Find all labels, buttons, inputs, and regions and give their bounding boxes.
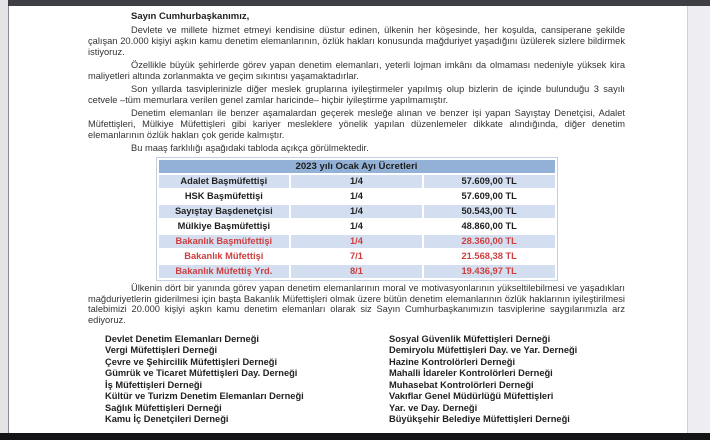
cell-grade: 7/1 (289, 247, 424, 265)
letter-greeting: Sayın Cumhurbaşkanımız, (131, 11, 250, 22)
cell-title: Sayıştay Başdenetçisi (156, 202, 292, 220)
cell-title: Bakanlık Başmüfettişi (156, 232, 292, 250)
letter-paragraph: Bu maaş farklılığı aşağıdaki tabloda açı… (131, 142, 369, 153)
left-margin-strip (0, 0, 9, 440)
signature-item: Vergi Müfettişleri Derneği (105, 345, 218, 356)
signature-item: Vakıflar Genel Müdürlüğü Müfettişleri (389, 391, 554, 402)
signature-item: Demiryolu Müfettişleri Day. ve Yar. Dern… (389, 345, 578, 356)
salary-table: 2023 yılı Ocak Ayı Ücretleri Adalet Başm… (155, 156, 558, 281)
cell-salary: 21.568,38 TL (421, 247, 557, 265)
top-window-bar (8, 0, 710, 6)
signature-column-left: Devlet Denetim Elemanları Derneği Vergi M… (105, 334, 389, 426)
cell-salary: 48.860,00 TL (421, 217, 557, 235)
signature-item: Yar. ve Day. Derneği (389, 402, 478, 413)
signature-item: İş Müfettişleri Derneği (105, 379, 203, 390)
bottom-window-bar (0, 433, 710, 440)
signature-item: Kamu İç Denetçileri Derneği (105, 414, 229, 425)
signature-item: Devlet Denetim Elemanları Derneği (105, 333, 259, 344)
salary-table-row: Sayıştay Başdenetçisi 1/4 50.543,00 TL (156, 202, 557, 220)
cell-grade: 1/4 (289, 232, 424, 250)
letter-page: Sayın Cumhurbaşkanımız, Devlete ve mille… (88, 9, 625, 426)
salary-table-row: HSK Başmüfettişi 1/4 57.609,00 TL (156, 187, 557, 205)
cell-salary: 57.609,00 TL (421, 187, 557, 205)
signature-block: Devlet Denetim Elemanları Derneği Vergi M… (105, 334, 625, 426)
signature-item: Hazine Kontrolörleri Derneği (389, 356, 516, 367)
cell-grade: 1/4 (289, 217, 424, 235)
signature-item: Çevre ve Şehircilik Müfettişleri Derneği (105, 356, 278, 367)
signature-item: Sağlık Müfettişleri Derneği (105, 402, 222, 413)
signature-column-right: Sosyal Güvenlik Müfettişleri Derneği Demi… (389, 334, 625, 426)
salary-table-row: Mülkiye Başmüfettişi 1/4 48.860,00 TL (156, 217, 557, 235)
signature-item: Büyükşehir Belediye Müfettişleri Derneği (389, 414, 570, 425)
letter-paragraph: Son yıllarda tasviplerinizle diğer mesle… (88, 83, 625, 105)
cell-title: HSK Başmüfettişi (156, 187, 292, 205)
letter-paragraph: Devlete ve millete hizmet etmeyi kendisi… (88, 25, 625, 57)
salary-table-row: Bakanlık Başmüfettişi 1/4 28.360,00 TL (156, 232, 557, 250)
cell-grade: 1/4 (289, 172, 424, 190)
cell-salary: 50.543,00 TL (421, 202, 557, 220)
signature-item: Gümrük ve Ticaret Müfettişleri Day. Dern… (105, 368, 298, 379)
cell-grade: 8/1 (289, 262, 424, 280)
cell-salary: 19.436,97 TL (421, 262, 557, 280)
cell-title: Bakanlık Müfettiş Yrd. (156, 262, 292, 280)
salary-table-row: Bakanlık Müfettişi 7/1 21.568,38 TL (156, 247, 557, 265)
salary-table-row: Bakanlık Müfettiş Yrd. 8/1 19.436,97 TL (156, 262, 557, 280)
cell-title: Adalet Başmüfettişi (156, 172, 292, 190)
signature-item: Kültür ve Turizm Denetim Elemanları Dern… (105, 391, 304, 402)
salary-table-row: Adalet Başmüfettişi 1/4 57.609,00 TL (156, 172, 557, 190)
cell-title: Mülkiye Başmüfettişi (156, 217, 292, 235)
cell-grade: 1/4 (289, 202, 424, 220)
salary-table-header-row: 2023 yılı Ocak Ayı Ücretleri (156, 157, 557, 175)
letter-paragraph: Özellikle büyük şehirlerde görev yapan d… (88, 59, 625, 81)
signature-item: Muhasebat Kontrolörleri Derneği (389, 379, 534, 390)
cell-salary: 28.360,00 TL (421, 232, 557, 250)
cell-grade: 1/4 (289, 187, 424, 205)
signature-item: Sosyal Güvenlik Müfettişleri Derneği (389, 333, 551, 344)
right-scroll-gutter (687, 0, 710, 440)
signature-item: Mahalli İdareler Kontrolörleri Derneği (389, 368, 553, 379)
letter-paragraph: Denetim elemanları ile benzer aşamalarda… (88, 108, 625, 140)
cell-title: Bakanlık Müfettişi (156, 247, 292, 265)
cell-salary: 57.609,00 TL (421, 172, 557, 190)
salary-table-title: 2023 yılı Ocak Ayı Ücretleri (156, 157, 557, 175)
closing-paragraph: Ülkenin dört bir yanında görev yapan den… (88, 282, 625, 326)
